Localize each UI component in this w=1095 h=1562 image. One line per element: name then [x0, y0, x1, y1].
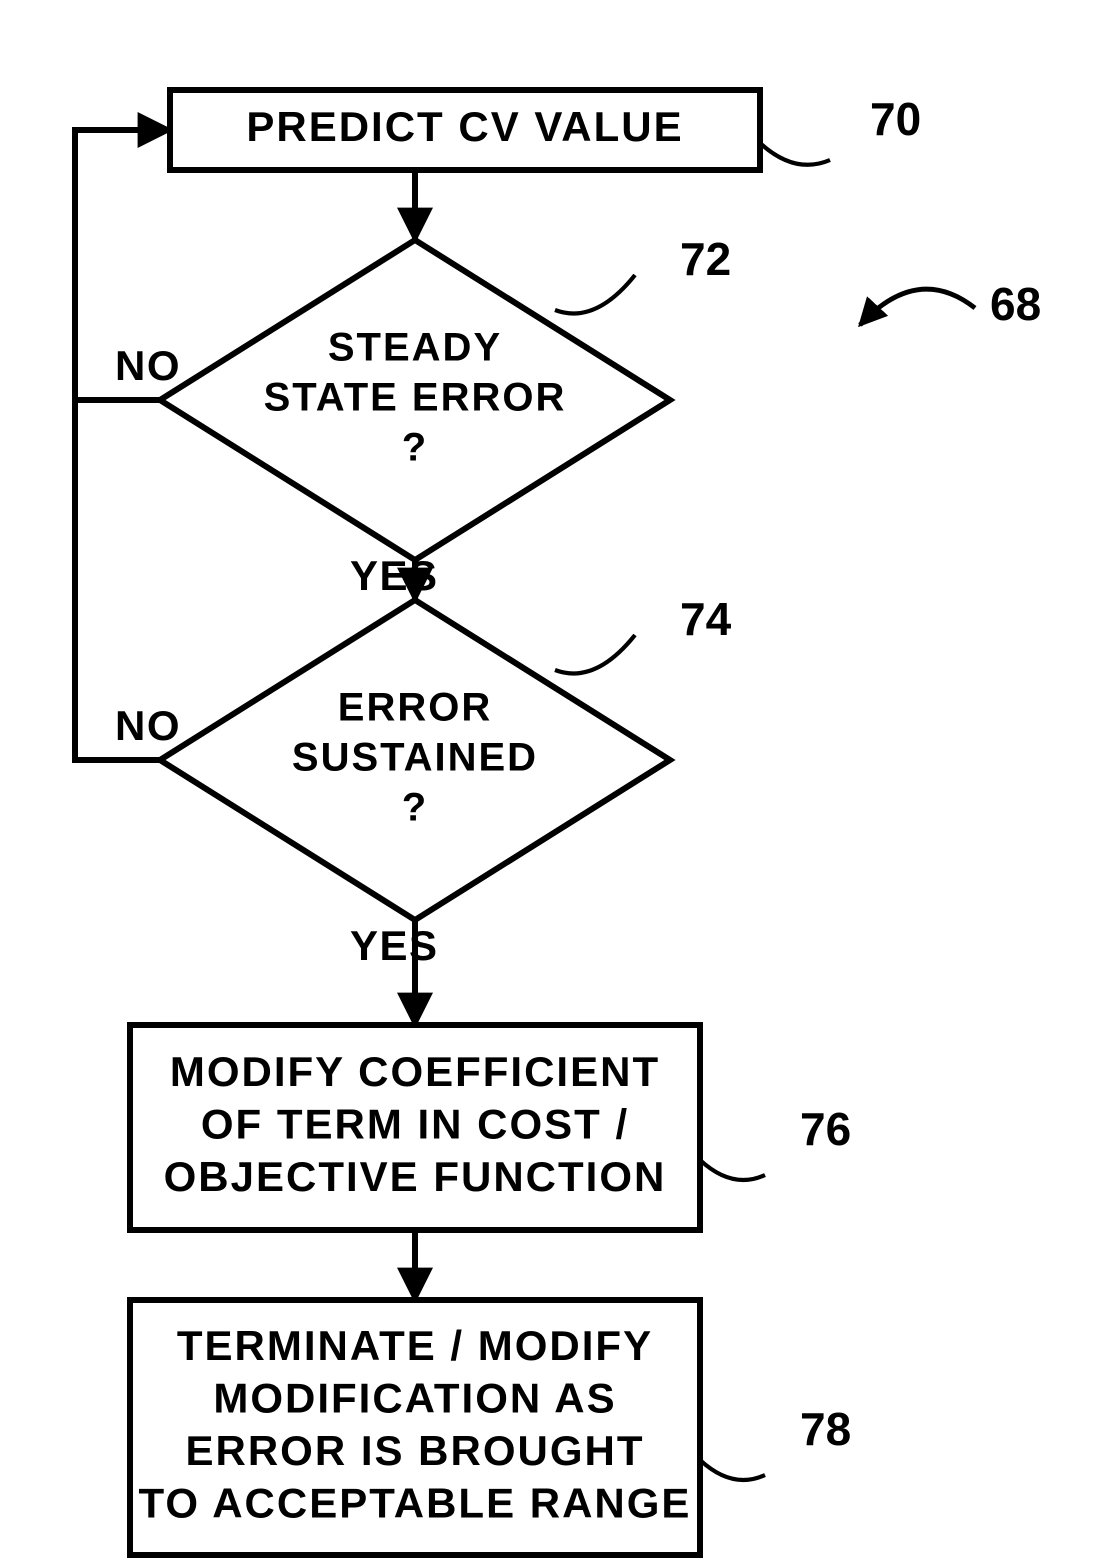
- node-text-n76-line0: MODIFY COEFFICIENT: [170, 1048, 660, 1095]
- leader-n76: [700, 1160, 765, 1180]
- node-text-n74-line1: SUSTAINED: [292, 736, 538, 780]
- edge-label-e74_76: YES: [350, 922, 439, 969]
- node-text-n72-line2: ?: [402, 426, 428, 470]
- leader-n74: [555, 635, 635, 673]
- node-text-n78-line0: TERMINATE / MODIFY: [177, 1322, 653, 1369]
- node-text-n78-line2: ERROR IS BROUGHT: [185, 1427, 644, 1474]
- node-text-n74-line0: ERROR: [338, 686, 492, 730]
- node-text-n78-line1: MODIFICATION AS: [213, 1374, 616, 1421]
- node-text-n72-line1: STATE ERROR: [264, 376, 567, 420]
- ref-label-n78: 78: [800, 1403, 851, 1455]
- node-text-n76-line2: OBJECTIVE FUNCTION: [164, 1153, 667, 1200]
- node-text-n76-line1: OF TERM IN COST /: [201, 1101, 629, 1148]
- figure-ref-label: 68: [990, 278, 1041, 330]
- ref-label-n72: 72: [680, 233, 731, 285]
- node-text-n74-line2: ?: [402, 786, 428, 830]
- node-text-n70-line0: PREDICT CV VALUE: [246, 103, 683, 150]
- edge-label-e72_no: NO: [115, 342, 181, 389]
- ref-label-n74: 74: [680, 593, 732, 645]
- node-text-n78-line3: TO ACCEPTABLE RANGE: [139, 1479, 692, 1526]
- leader-n70: [760, 143, 830, 165]
- edge-label-e74_no: NO: [115, 702, 181, 749]
- node-text-n72-line0: STEADY: [328, 326, 502, 370]
- ref-label-n76: 76: [800, 1103, 851, 1155]
- leader-n78: [700, 1460, 765, 1480]
- ref-label-n70: 70: [870, 93, 921, 145]
- edge-e74_no: [75, 130, 160, 760]
- edge-label-e72_74: YES: [350, 552, 439, 599]
- leader-n72: [555, 275, 635, 313]
- figure-ref-arrow: [860, 289, 975, 325]
